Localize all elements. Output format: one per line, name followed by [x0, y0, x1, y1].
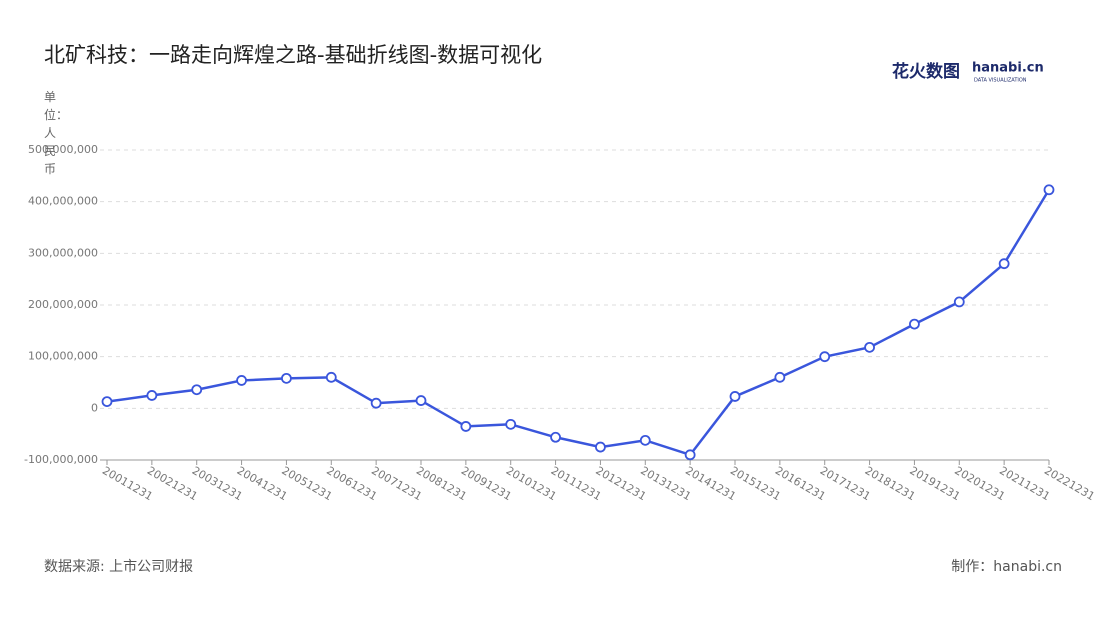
data-point — [146, 390, 158, 401]
data-point — [595, 441, 606, 453]
y-axis-label: 单位：人民币 — [44, 90, 69, 176]
x-tick-label: 20151231 — [728, 464, 783, 503]
y-tick-label: 0 — [91, 401, 98, 414]
data-point — [864, 341, 875, 353]
source: 数据来源: 上市公司财报 — [44, 558, 193, 575]
x-tick-label: 20201231 — [952, 464, 1007, 503]
series-line — [106, 189, 1051, 457]
x-tick-label: 20171231 — [818, 464, 873, 503]
x-tick-label: 20031231 — [190, 464, 245, 503]
x-tick-label: 20071231 — [369, 464, 424, 503]
data-point — [684, 449, 696, 461]
x-tick-label: 20041231 — [235, 464, 290, 503]
data-point — [729, 391, 741, 402]
y-tick-label: -100,000,000 — [24, 453, 98, 466]
data-point — [191, 384, 203, 396]
data-point — [909, 318, 920, 330]
x-tick-label: 20211231 — [997, 464, 1052, 503]
credit: 制作：hanabi.cn — [951, 559, 1062, 575]
x-tick-label: 20161231 — [773, 464, 828, 503]
y-tick-label: 500,000,000 — [28, 143, 98, 156]
data-point — [998, 258, 1010, 270]
data-point — [1043, 184, 1055, 196]
data-point — [953, 296, 965, 308]
logo-tagline: DATA VISUALIZATION — [974, 78, 1027, 84]
data-point — [236, 375, 247, 386]
x-tick-label: 20061231 — [324, 464, 379, 503]
x-tick-label: 20091231 — [459, 464, 514, 503]
data-point — [550, 431, 561, 443]
data-point — [101, 396, 113, 408]
data-point — [460, 421, 472, 432]
x-tick-label: 20021231 — [145, 464, 200, 503]
data-point — [639, 434, 651, 446]
x-tick-label: 20081231 — [414, 464, 469, 503]
x-tick-label: 20101231 — [504, 464, 559, 503]
x-tick-label: 20141231 — [683, 464, 738, 503]
data-point — [325, 371, 337, 383]
x-tick-label: 20191231 — [907, 464, 962, 503]
x-tick-label: 20051231 — [279, 464, 334, 503]
y-tick-label: 400,000,000 — [28, 195, 98, 208]
logo-site: hanabi.cn — [972, 61, 1044, 76]
data-point — [819, 351, 831, 363]
y-tick-label: 100,000,000 — [28, 350, 98, 363]
chart-title: 北矿科技：一路走向辉煌之路-基础折线图-数据可视化 — [44, 43, 542, 67]
x-tick-label: 20181231 — [863, 464, 918, 503]
data-point — [370, 397, 382, 409]
x-tick-label: 20111231 — [549, 464, 604, 503]
x-tick-label: 20131231 — [638, 464, 693, 503]
y-tick-label: 200,000,000 — [28, 298, 98, 311]
data-point — [774, 371, 786, 383]
y-tick-label: 300,000,000 — [28, 246, 98, 259]
x-tick-label: 20011231 — [100, 464, 155, 503]
x-tick-label: 20221231 — [1042, 464, 1097, 503]
x-tick-label: 20121231 — [593, 464, 648, 503]
data-point — [281, 372, 292, 384]
logo-brand: 花火数图 — [892, 61, 960, 82]
data-point — [415, 395, 427, 406]
data-point — [505, 418, 517, 430]
